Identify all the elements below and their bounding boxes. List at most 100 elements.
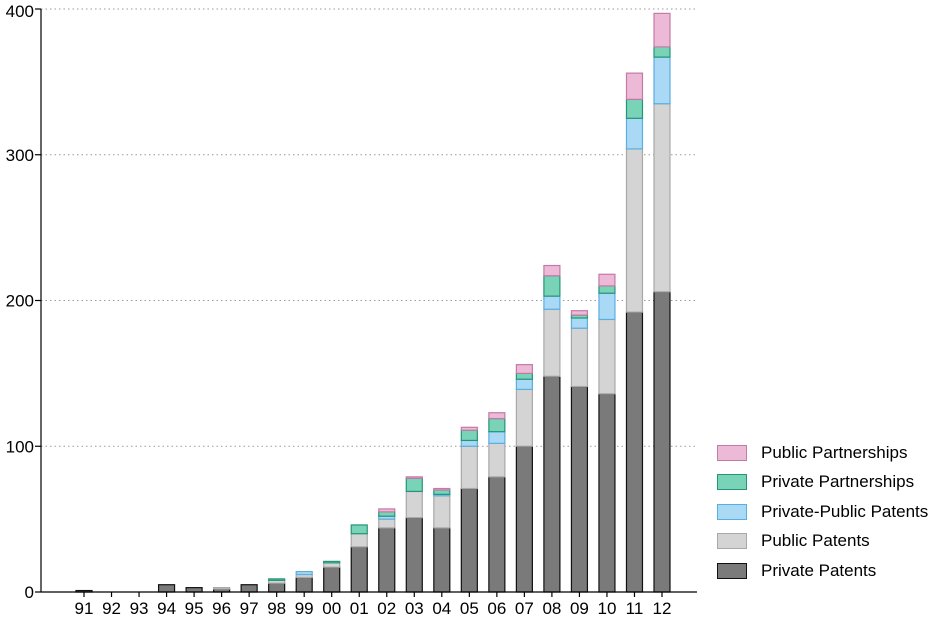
bar-segment bbox=[460, 445, 478, 490]
chart-legend: Public Partnerships Private Partnerships P… bbox=[717, 438, 928, 586]
bar-segment bbox=[488, 412, 506, 420]
bar-segment bbox=[625, 311, 644, 593]
legend-swatch bbox=[717, 503, 747, 520]
x-tick-label: 07 bbox=[515, 599, 534, 617]
bar-segment bbox=[433, 489, 451, 495]
x-tick-label: 91 bbox=[75, 599, 94, 617]
bar-segment bbox=[625, 98, 644, 119]
bar-segment bbox=[625, 148, 644, 313]
bar-segment bbox=[323, 566, 341, 593]
bar-segment bbox=[323, 562, 341, 568]
bar-segment bbox=[350, 524, 368, 535]
bar-segment bbox=[570, 385, 589, 593]
legend-item: Public Patents bbox=[717, 527, 928, 557]
bar-segment bbox=[405, 476, 423, 479]
bar-segment bbox=[323, 560, 341, 564]
x-tick-label: 08 bbox=[542, 599, 561, 617]
bar-segment bbox=[433, 495, 451, 529]
x-tick-label: 09 bbox=[570, 599, 589, 617]
x-tick-label: 04 bbox=[432, 599, 451, 617]
bar-segment bbox=[268, 578, 286, 581]
bar-segment bbox=[598, 273, 616, 287]
legend-swatch bbox=[717, 474, 747, 491]
legend-swatch bbox=[717, 444, 747, 461]
bar-segment bbox=[378, 511, 396, 517]
bar-segment bbox=[543, 275, 561, 297]
legend-item: Private-Public Patents bbox=[717, 497, 928, 527]
bar-segment bbox=[570, 317, 589, 329]
bar-segment bbox=[460, 487, 478, 593]
x-tick-label: 03 bbox=[405, 599, 424, 617]
legend-swatch bbox=[717, 562, 747, 579]
legend-label: Private Patents bbox=[761, 560, 877, 580]
bar-segment bbox=[488, 476, 506, 593]
y-tick-label: 100 bbox=[6, 437, 34, 456]
x-tick-label: 96 bbox=[212, 599, 231, 617]
x-tick-label: 99 bbox=[295, 599, 314, 617]
bar-segment bbox=[350, 533, 368, 548]
legend-item: Public Partnerships bbox=[717, 438, 928, 468]
x-tick-label: 00 bbox=[322, 599, 341, 617]
bar-segment bbox=[598, 285, 616, 294]
x-tick-label: 12 bbox=[653, 599, 672, 617]
x-tick-label: 92 bbox=[102, 599, 121, 617]
bar-segment bbox=[515, 388, 533, 447]
bar-segment bbox=[295, 570, 313, 576]
x-tick-label: 97 bbox=[240, 599, 259, 617]
bar-segment bbox=[598, 292, 616, 321]
x-tick-label: 94 bbox=[157, 599, 176, 617]
bar-segment bbox=[488, 417, 506, 433]
legend-label: Private Partnerships bbox=[761, 472, 915, 492]
bar-segment bbox=[213, 587, 231, 590]
bar-segment bbox=[460, 439, 478, 447]
bar-segment bbox=[405, 517, 423, 593]
bar-segment bbox=[378, 508, 396, 513]
legend-item: Private Patents bbox=[717, 556, 928, 586]
bar-segment bbox=[378, 527, 396, 593]
bar-segment bbox=[295, 576, 313, 593]
x-tick-label: 11 bbox=[626, 599, 644, 617]
legend-label: Public Patents bbox=[761, 531, 870, 551]
bar-segment bbox=[488, 442, 506, 478]
x-tick-label: 02 bbox=[377, 599, 396, 617]
bar-segment bbox=[515, 364, 533, 374]
bar-segment bbox=[598, 393, 616, 593]
bar-segment bbox=[543, 264, 561, 277]
x-tick-label: 95 bbox=[185, 599, 204, 617]
y-tick-label: 400 bbox=[6, 2, 34, 21]
x-tick-label: 05 bbox=[460, 599, 479, 617]
y-tick-label: 200 bbox=[6, 292, 34, 311]
bar-segment bbox=[378, 518, 396, 529]
bar-segment bbox=[570, 310, 589, 316]
bar-segment bbox=[460, 429, 478, 442]
bar-segment bbox=[625, 117, 644, 150]
bar-segment bbox=[433, 527, 451, 593]
legend-label: Public Partnerships bbox=[761, 442, 908, 462]
bar-segment bbox=[460, 426, 478, 431]
bar-segment bbox=[653, 12, 671, 48]
x-tick-label: 98 bbox=[267, 599, 286, 617]
y-tick-label: 300 bbox=[6, 146, 34, 165]
bar-segment bbox=[598, 318, 616, 395]
bar-segment bbox=[653, 291, 671, 593]
bar-segment bbox=[185, 587, 203, 593]
bar-segment bbox=[240, 584, 258, 593]
x-tick-label: 93 bbox=[130, 599, 149, 617]
bar-segment bbox=[488, 431, 506, 444]
bar-segment bbox=[653, 46, 671, 58]
bar-segment bbox=[543, 375, 561, 593]
x-tick-label: 01 bbox=[350, 599, 369, 617]
bar-segment bbox=[653, 56, 671, 105]
bar-segment bbox=[515, 372, 533, 380]
bar-segment bbox=[268, 582, 286, 593]
bar-segment bbox=[515, 445, 533, 593]
legend-swatch bbox=[717, 533, 747, 550]
x-tick-label: 10 bbox=[597, 599, 616, 617]
bar-segment bbox=[625, 72, 644, 100]
legend-item: Private Partnerships bbox=[717, 468, 928, 498]
bar-segment bbox=[653, 103, 671, 293]
bar-segment bbox=[405, 490, 423, 519]
bar-segment bbox=[570, 327, 589, 388]
